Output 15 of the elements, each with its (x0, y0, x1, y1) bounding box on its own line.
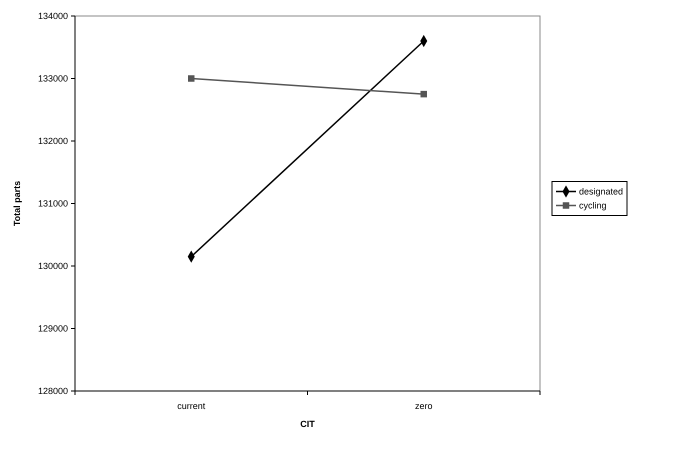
y-tick-label: 129000 (38, 323, 68, 334)
x-tick-label: current (177, 401, 206, 411)
y-tick-label: 133000 (38, 73, 68, 84)
y-tick-label: 131000 (38, 198, 68, 208)
x-axis-title: CIT (300, 419, 316, 429)
point (420, 90, 427, 98)
x-tick-label: zero (414, 401, 433, 411)
point (188, 75, 194, 82)
legend-label: designated (579, 186, 624, 196)
y-tick-label: 134000 (38, 10, 68, 21)
y-tick-label: 128000 (38, 386, 68, 396)
y-axis-title: Total parts (12, 180, 22, 226)
y-tick-label: 132000 (38, 136, 68, 146)
y-tick-label: 130000 (38, 260, 68, 271)
legend-label: cycling (579, 200, 607, 210)
